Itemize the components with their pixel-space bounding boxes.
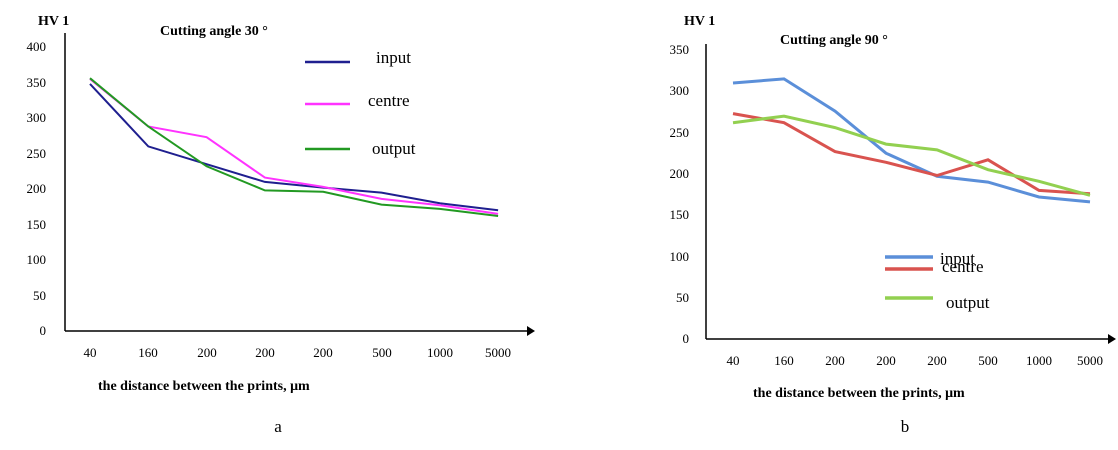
chart-b-ytick: 0	[683, 331, 690, 346]
chart-a-xtick: 1000	[427, 345, 453, 360]
chart-b-ytick: 250	[670, 125, 690, 140]
chart-a-ytick: 200	[27, 181, 47, 196]
chart-b-ytick: 50	[676, 290, 689, 305]
chart-a: HV 1 Cutting angle 30 ° 0 50 100 150 200…	[27, 14, 535, 394]
chart-a-ytick: 50	[33, 288, 46, 303]
chart-a-ytick: 100	[27, 252, 47, 267]
chart-b-ytick: 350	[670, 42, 690, 57]
chart-a-xtick: 40	[84, 345, 97, 360]
chart-a-xtick: 200	[313, 345, 333, 360]
chart-b-legend: input centre output	[885, 249, 990, 312]
chart-b-ytick: 300	[670, 83, 690, 98]
chart-b-xlabel: the distance between the prints, μm	[753, 386, 965, 401]
chart-b-ytick: 150	[670, 207, 690, 222]
chart-b-xtick: 200	[927, 353, 947, 368]
chart-b-xtick: 5000	[1077, 353, 1103, 368]
chart-a-ytick: 400	[27, 39, 47, 54]
chart-b-x-ticks: 40 160 200 200 200 500 1000 5000	[727, 353, 1104, 368]
chart-a-legend-label-input: input	[376, 48, 411, 67]
chart-b-xtick: 200	[876, 353, 896, 368]
chart-b-xtick: 160	[774, 353, 794, 368]
chart-b-ylabel: HV 1	[684, 14, 715, 29]
chart-a-title: Cutting angle 30 °	[160, 24, 268, 39]
chart-b-series-input-line	[732, 77, 1091, 204]
chart-b-xtick: 40	[727, 353, 740, 368]
chart-b-legend-label-centre: centre	[942, 257, 984, 276]
chart-b-x-arrow	[1108, 334, 1116, 344]
chart-a-xlabel: the distance between the prints, μm	[98, 379, 310, 394]
chart-b-title: Cutting angle 90 °	[780, 33, 888, 48]
chart-a-ytick: 150	[27, 217, 47, 232]
chart-a-y-ticks: 0 50 100 150 200 250 300 350 400	[27, 39, 47, 338]
chart-a-ytick: 250	[27, 146, 47, 161]
chart-a-xtick: 500	[372, 345, 392, 360]
chart-a-xtick: 5000	[485, 345, 511, 360]
chart-b-legend-label-input: input	[940, 249, 975, 268]
chart-b-y-ticks: 0 50 100 150 200 250 300 350	[670, 42, 690, 346]
chart-b-xtick: 500	[978, 353, 998, 368]
chart-b-xtick: 200	[825, 353, 845, 368]
chart-b-ytick: 200	[670, 166, 690, 181]
chart-b-ytick: 100	[670, 249, 690, 264]
chart-b-series-centre-line	[732, 112, 1091, 196]
chart-a-xtick: 200	[197, 345, 217, 360]
panel-label-b: b	[901, 417, 910, 436]
chart-a-legend-label-centre: centre	[368, 91, 410, 110]
chart-a-x-ticks: 40 160 200 200 200 500 1000 5000	[84, 345, 512, 360]
chart-b-xtick: 1000	[1026, 353, 1052, 368]
chart-b-legend-label-output: output	[946, 293, 990, 312]
chart-a-xtick: 160	[138, 345, 158, 360]
chart-a-series-output-line	[89, 77, 499, 217]
panel-label-a: a	[274, 417, 282, 436]
chart-a-legend-label-output: output	[372, 139, 416, 158]
chart-b-series-output-line	[732, 114, 1091, 197]
chart-a-xtick: 200	[255, 345, 275, 360]
chart-b: HV 1 Cutting angle 90 ° 0 50 100 150 200…	[670, 14, 1116, 401]
chart-a-ytick: 300	[27, 110, 47, 125]
chart-a-series-input-line	[89, 83, 499, 212]
chart-a-ylabel: HV 1	[38, 14, 69, 29]
chart-a-series-centre-line	[89, 78, 499, 215]
chart-a-x-arrow	[527, 326, 535, 336]
chart-a-legend: input centre output	[305, 48, 416, 158]
chart-a-ytick: 0	[40, 323, 47, 338]
chart-a-ytick: 350	[27, 75, 47, 90]
